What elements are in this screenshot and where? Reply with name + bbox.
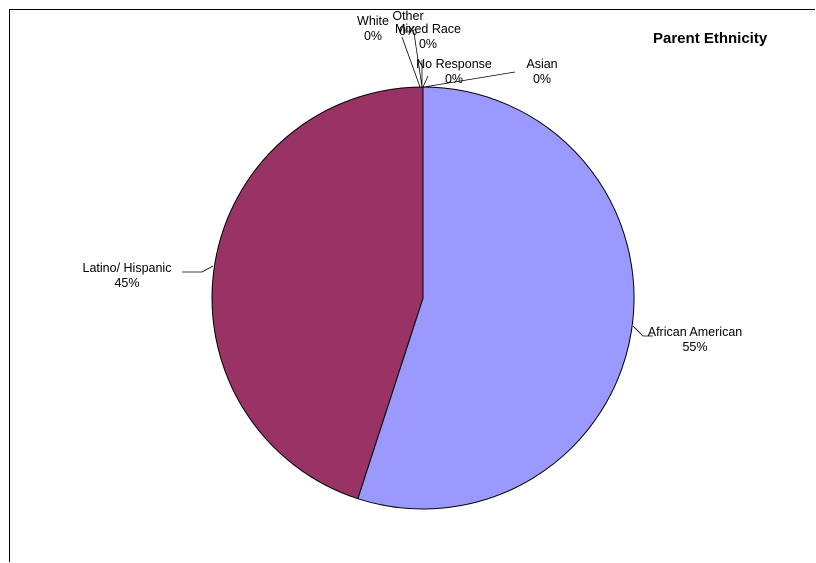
slice-value-white: 0%	[364, 29, 382, 43]
pie-slices	[211, 86, 635, 510]
slice-value-african-american: 55%	[682, 340, 707, 354]
slice-label-white: White	[357, 14, 389, 28]
chart-frame: Parent Ethnicity African American 55% Lati…	[9, 9, 815, 562]
slice-value-no-response: 0%	[445, 72, 463, 86]
slice-value-other: 0%	[399, 24, 417, 38]
slice-label-asian: Asian	[526, 57, 557, 71]
leader-line-african-american	[632, 325, 653, 337]
slice-label-mixed-race: Mixed Race	[395, 22, 461, 36]
slice-label-african-american: African American	[648, 325, 743, 339]
leader-line-latino-hispanic	[182, 265, 214, 273]
slice-label-other: Other	[392, 10, 423, 23]
leader-lines	[182, 32, 653, 337]
leader-line-no-response	[422, 75, 429, 88]
chart-title: Parent Ethnicity	[653, 30, 768, 47]
slice-label-no-response: No Response	[416, 57, 492, 71]
slice-label-latino-hispanic: Latino/ Hispanic	[83, 261, 172, 275]
slice-value-asian: 0%	[533, 72, 551, 86]
slice-value-latino-hispanic: 45%	[114, 276, 139, 290]
leader-line-other	[413, 32, 423, 88]
leader-line-white	[401, 36, 421, 88]
slice-value-mixed-race: 0%	[419, 37, 437, 51]
leader-line-asian	[423, 71, 516, 88]
pie-slice-african-american	[357, 86, 635, 510]
pie-slice-latino-hispanic	[211, 86, 424, 500]
